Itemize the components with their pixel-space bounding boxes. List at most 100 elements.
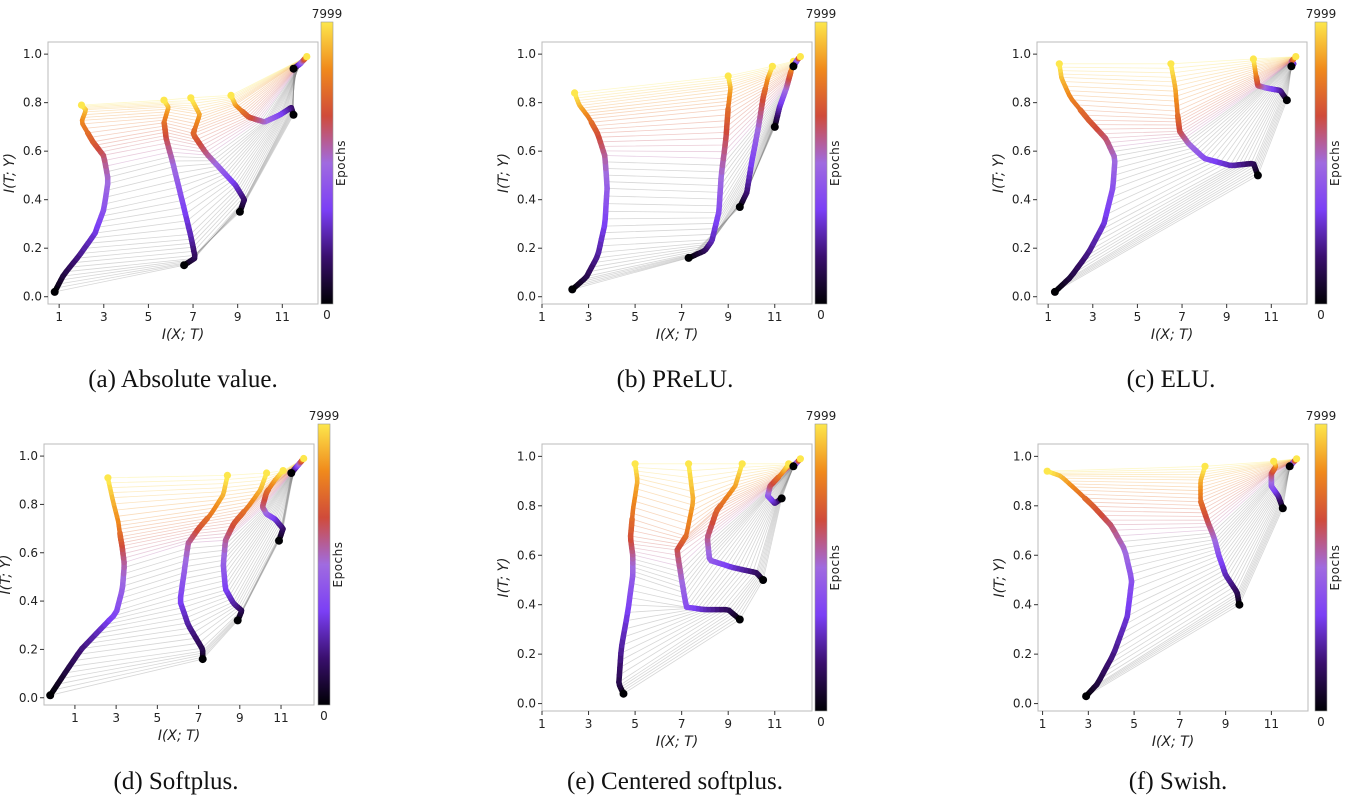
end-point <box>279 467 287 475</box>
start-point <box>777 494 786 503</box>
x-tick-label: 7 <box>195 711 203 725</box>
x-tick-label: 11 <box>767 717 782 731</box>
epoch-connection-11 <box>1121 463 1293 634</box>
colorbar <box>320 21 334 305</box>
y-tick-label: 0.2 <box>19 642 38 656</box>
epoch-connection-20 <box>1127 461 1295 562</box>
start-point <box>759 576 768 584</box>
epoch-connection-1 <box>1088 465 1291 694</box>
start-point <box>684 253 693 262</box>
y-tick-label: 1.0 <box>1013 449 1032 463</box>
x-tick-label: 11 <box>1264 717 1279 731</box>
end-point <box>1055 60 1063 68</box>
epoch-connection-35 <box>1069 58 1295 102</box>
start-point <box>1253 171 1262 180</box>
epoch-connection-8 <box>1111 464 1292 659</box>
y-tick-label: 0.2 <box>517 241 536 255</box>
epoch-connection-41 <box>1053 458 1297 474</box>
start-point <box>735 203 744 211</box>
epoch-connection-33 <box>1076 58 1294 112</box>
epoch-connection-0 <box>1085 466 1291 697</box>
epoch-connection-13 <box>1127 463 1293 617</box>
epoch-connection-30 <box>1093 459 1296 510</box>
epoch-connection-11 <box>1096 63 1294 238</box>
caption-d: (d) Softplus. <box>113 768 239 795</box>
x-tick-label: 1 <box>1039 717 1047 731</box>
x-tick-label: 5 <box>145 310 153 324</box>
end-point <box>796 53 805 61</box>
epoch-connection-15 <box>1129 462 1294 600</box>
x-tick-label: 9 <box>236 711 244 725</box>
end-point <box>160 96 168 104</box>
y-axis-label: I(T; Y) <box>496 557 512 597</box>
x-tick-label: 7 <box>1176 717 1184 731</box>
y-tick-label: 0.4 <box>19 594 38 608</box>
y-tick-label: 1.0 <box>1012 47 1031 61</box>
epoch-connection-7 <box>1107 464 1292 666</box>
caption-c: (c) ELU. <box>1126 366 1216 393</box>
start-point <box>198 655 207 664</box>
epoch-connection-8 <box>1085 64 1294 257</box>
epoch-connection-7 <box>1081 64 1294 263</box>
y-tick-label: 0.4 <box>517 598 536 612</box>
epoch-connection-2 <box>1061 65 1293 286</box>
epoch-connection-34 <box>1076 459 1296 495</box>
epoch-connection-4 <box>1069 65 1293 279</box>
end-point <box>685 460 693 468</box>
layer-trajectory-5 <box>789 53 805 71</box>
layer-trajectory-3 <box>1268 457 1287 513</box>
x-tick-label: 1 <box>538 717 546 731</box>
y-tick-label: 0.2 <box>517 647 536 661</box>
x-tick-label: 9 <box>1222 717 1230 731</box>
x-tick-label: 3 <box>1085 717 1093 731</box>
layer-trajectory-4 <box>260 467 287 545</box>
epoch-connection-16 <box>1130 462 1294 591</box>
layer-trajectory-1 <box>1043 467 1135 701</box>
epoch-connection-24 <box>1109 60 1293 148</box>
y-tick-label: 0.8 <box>517 499 536 513</box>
x-axis-label: I(X; T) <box>162 327 204 343</box>
epoch-connection-9 <box>1089 64 1294 251</box>
start-point <box>180 261 189 270</box>
x-axis-label: I(X; T) <box>158 728 200 744</box>
y-tick-label: 0.0 <box>1013 697 1032 711</box>
start-point <box>275 536 283 545</box>
end-point <box>223 471 231 479</box>
start-point <box>789 462 798 471</box>
x-tick-label: 5 <box>154 711 162 725</box>
epoch-connections <box>1047 458 1297 697</box>
layer-trajectory-3 <box>1249 55 1291 105</box>
caption-a: (a) Absolute value. <box>88 366 278 393</box>
end-point <box>300 454 308 463</box>
colorbar-min-label: 0 <box>320 709 328 723</box>
colorbar-label: Epochs <box>331 542 345 588</box>
y-tick-label: 0.0 <box>517 697 536 711</box>
epoch-connection-36 <box>1069 459 1296 488</box>
epoch-connection-20 <box>1114 61 1292 169</box>
epoch-connection-23 <box>1111 60 1292 153</box>
colorbar-label: Epochs <box>334 140 348 186</box>
x-tick-label: 11 <box>767 310 782 324</box>
x-tick-label: 5 <box>1130 717 1138 731</box>
colorbar-min-label: 0 <box>1317 715 1325 729</box>
start-point <box>46 691 55 700</box>
y-tick-label: 0.8 <box>1013 499 1032 513</box>
x-tick-label: 1 <box>1044 310 1052 324</box>
x-tick-label: 5 <box>1134 310 1142 324</box>
epoch-connection-14 <box>1106 62 1294 215</box>
colorbar <box>317 423 331 706</box>
y-tick-label: 0.8 <box>19 497 38 511</box>
start-point <box>235 207 244 216</box>
layer-trajectory-5 <box>287 454 308 477</box>
epoch-connection-37 <box>1065 57 1295 92</box>
epoch-connection-35 <box>1072 459 1296 492</box>
epoch-connection-31 <box>1089 459 1296 506</box>
x-tick-label: 9 <box>724 310 732 324</box>
x-tick-label: 3 <box>585 717 593 731</box>
x-tick-label: 11 <box>275 310 290 324</box>
chart-panel-a: 1 3 5 7 9 11 0.0 0.2 0.4 0.6 0.8 1.0 I(X; T) I(T; Y) 7… <box>2 7 348 343</box>
end-point <box>1249 55 1257 63</box>
epoch-connection-22 <box>1123 460 1295 548</box>
layer-trajectory-1 <box>616 460 640 698</box>
epoch-connection-28 <box>1101 460 1296 517</box>
